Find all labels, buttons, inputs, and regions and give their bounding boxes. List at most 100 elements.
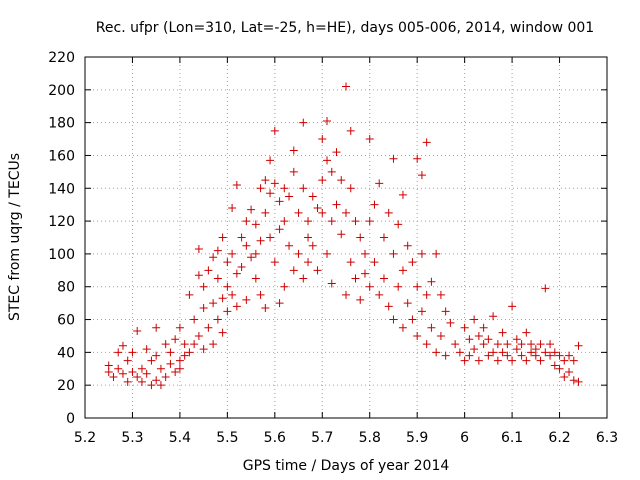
x-tick-label: 5.7	[311, 430, 333, 446]
data-point	[251, 220, 260, 229]
data-point	[446, 318, 455, 327]
data-point	[242, 295, 251, 304]
data-point	[323, 156, 332, 165]
data-point	[489, 312, 498, 321]
data-point	[114, 348, 123, 357]
data-point	[508, 302, 517, 311]
data-point	[237, 233, 246, 242]
x-tick-label: 5.4	[169, 430, 191, 446]
y-tick-label: 120	[48, 214, 75, 230]
data-point	[451, 340, 460, 349]
data-point	[228, 249, 237, 258]
data-point	[256, 184, 265, 193]
data-point	[560, 372, 569, 381]
data-point	[109, 372, 118, 381]
data-point	[232, 302, 241, 311]
data-point	[266, 156, 275, 165]
data-point	[342, 290, 350, 299]
data-point	[247, 253, 256, 262]
data-point	[280, 217, 289, 226]
data-point	[261, 208, 270, 217]
data-point	[232, 180, 241, 189]
data-point	[118, 369, 127, 378]
data-point	[261, 176, 270, 185]
x-tick-label: 5.5	[216, 430, 238, 446]
y-tick-label: 180	[48, 116, 75, 132]
data-point	[455, 348, 464, 357]
data-point	[465, 351, 474, 360]
data-point	[441, 351, 450, 360]
y-tick-label: 0	[66, 411, 75, 427]
data-point	[213, 274, 222, 283]
data-point	[304, 217, 313, 226]
data-point	[394, 220, 403, 229]
data-point	[398, 323, 407, 332]
data-point	[546, 351, 555, 360]
data-point	[356, 233, 365, 242]
data-point	[479, 323, 488, 332]
data-point	[242, 217, 251, 226]
data-point	[270, 258, 279, 267]
data-point	[152, 351, 161, 360]
data-point	[379, 274, 388, 283]
data-point	[280, 184, 289, 193]
data-point	[133, 372, 142, 381]
data-point	[289, 167, 298, 176]
data-point	[242, 241, 251, 250]
data-point	[337, 176, 346, 185]
data-point	[190, 340, 199, 349]
data-point	[427, 323, 436, 332]
data-point	[147, 356, 156, 365]
data-point	[436, 290, 445, 299]
data-point	[546, 340, 555, 349]
data-point	[484, 335, 493, 344]
data-point	[308, 192, 317, 201]
data-point	[508, 356, 517, 365]
data-point	[313, 266, 322, 275]
data-point	[389, 154, 398, 163]
data-point	[536, 356, 545, 365]
data-point	[403, 299, 412, 308]
data-point	[512, 345, 521, 354]
data-point	[232, 269, 241, 278]
data-point	[199, 304, 208, 313]
data-point	[156, 364, 165, 373]
data-point	[351, 217, 360, 226]
data-point	[565, 351, 574, 360]
data-point	[156, 381, 165, 390]
x-tick-label: 5.6	[264, 430, 286, 446]
data-point	[460, 323, 469, 332]
data-point	[180, 340, 189, 349]
data-point	[370, 200, 379, 209]
data-point	[294, 208, 303, 217]
data-point	[474, 331, 483, 340]
data-point	[223, 282, 232, 291]
data-point	[299, 118, 308, 127]
data-point	[527, 348, 536, 357]
data-point	[289, 146, 298, 155]
data-point	[128, 348, 137, 357]
y-tick-label: 80	[57, 280, 75, 296]
data-point	[327, 279, 336, 288]
x-tick-label: 5.3	[121, 430, 143, 446]
y-tick-label: 20	[57, 378, 75, 394]
data-point	[270, 126, 279, 135]
data-point	[251, 249, 260, 258]
data-point	[342, 82, 350, 91]
data-point	[337, 230, 346, 239]
data-point	[137, 377, 146, 386]
data-point	[166, 359, 175, 368]
data-point	[565, 368, 574, 377]
data-point	[209, 253, 218, 262]
data-point	[365, 282, 374, 291]
data-point	[498, 328, 507, 337]
data-point	[275, 225, 284, 234]
data-points	[104, 82, 583, 390]
data-point	[360, 269, 369, 278]
data-point	[408, 315, 417, 324]
data-point	[199, 282, 208, 291]
data-point	[436, 331, 445, 340]
x-tick-label: 6.2	[548, 430, 570, 446]
data-point	[327, 167, 336, 176]
data-point	[356, 295, 365, 304]
